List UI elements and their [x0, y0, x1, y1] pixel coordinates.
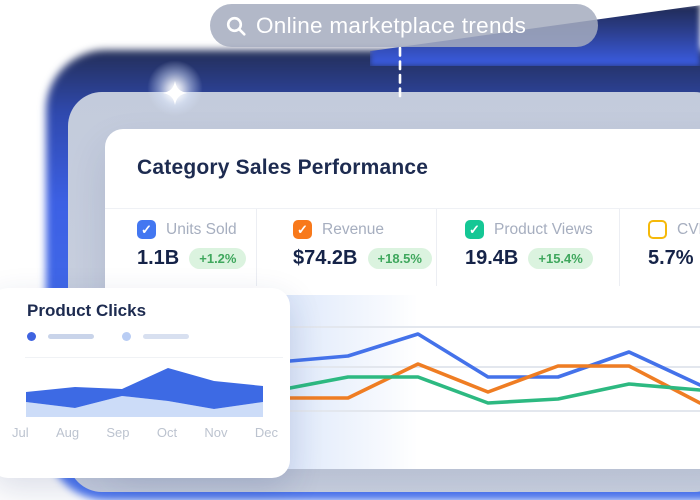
axis-tick: Oct	[156, 425, 178, 440]
divider	[25, 357, 283, 358]
check-icon: ✓	[297, 221, 308, 237]
sparkle-icon	[163, 81, 187, 105]
change-badge: +18.5%	[367, 248, 432, 269]
check-icon: ✓	[469, 221, 480, 237]
checkbox-product-views[interactable]: ✓	[465, 220, 484, 239]
month-axis: Jul Aug Sep Oct Nov Dec	[12, 425, 278, 440]
axis-tick: Dec	[254, 425, 278, 440]
metric-tile-cvr[interactable]: CVR 5.7%	[620, 209, 700, 286]
axis-tick: Jul	[12, 425, 29, 440]
metric-tile-product-views[interactable]: ✓ Product Views 19.4B +15.4%	[437, 209, 620, 286]
legend-bar-secondary	[143, 334, 189, 339]
check-icon: ✓	[141, 221, 152, 237]
search-icon	[226, 16, 246, 36]
axis-tick: Nov	[204, 425, 228, 440]
change-badge: +15.4%	[528, 248, 593, 269]
search-pill-text: Online marketplace trends	[256, 12, 527, 38]
page-title: Category Sales Performance	[137, 156, 429, 179]
product-clicks-title: Product Clicks	[27, 301, 147, 320]
metrics-row: ✓ Units Sold 1.1B +1.2% ✓ Revenue $74.2B…	[105, 208, 700, 286]
checkbox-cvr[interactable]	[648, 220, 667, 239]
axis-tick: Aug	[55, 425, 80, 440]
metric-value: $74.2B	[293, 247, 358, 269]
metric-value: 1.1B	[137, 247, 180, 269]
axis-tick: Sep	[106, 425, 130, 440]
legend-dot-primary	[27, 332, 36, 341]
legend-bar-primary	[48, 334, 94, 339]
checkbox-units-sold[interactable]: ✓	[137, 220, 156, 239]
checkbox-revenue[interactable]: ✓	[293, 220, 312, 239]
chart-legend	[27, 332, 189, 341]
trend-lines-chart	[288, 326, 700, 412]
metric-value: 5.7%	[648, 247, 694, 269]
metric-tile-units-sold[interactable]: ✓ Units Sold 1.1B +1.2%	[105, 209, 257, 286]
metric-label: Product Views	[494, 220, 593, 238]
metric-label: Revenue	[322, 220, 385, 238]
search-pill[interactable]: Online marketplace trends	[210, 4, 598, 47]
metric-label: CVR	[677, 220, 700, 238]
dashed-connector-line	[398, 46, 402, 98]
product-clicks-area-chart	[26, 368, 263, 417]
metric-value: 19.4B	[465, 247, 519, 269]
chart-left-gradient	[278, 295, 418, 469]
metric-tile-revenue[interactable]: ✓ Revenue $74.2B +18.5%	[257, 209, 437, 286]
change-badge: +1.2%	[189, 248, 247, 269]
metric-label: Units Sold	[166, 220, 237, 238]
legend-dot-secondary	[122, 332, 131, 341]
product-clicks-card: Product Clicks Jul Aug Sep Oct Nov Dec	[0, 288, 290, 478]
